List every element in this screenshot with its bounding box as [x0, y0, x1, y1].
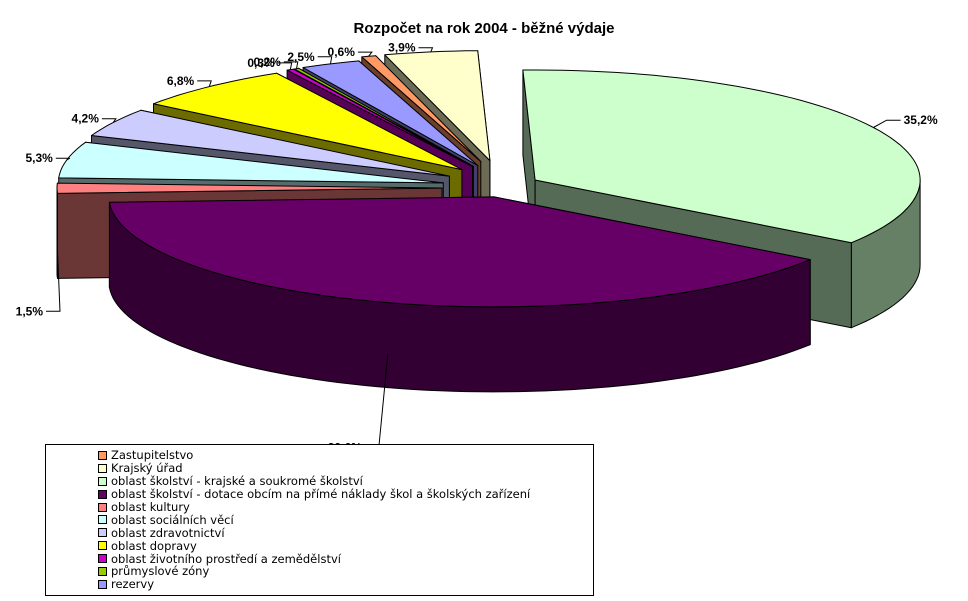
legend-item: oblast kultury — [98, 500, 593, 515]
legend-label: Krajský úřad — [111, 461, 183, 476]
leader-line-4 — [46, 239, 61, 312]
data-label-1: 3,9% — [388, 41, 416, 55]
legend-list: Zastupitelstvo Krajský úřad oblast školstv… — [46, 445, 593, 591]
leader-line-7 — [197, 80, 212, 87]
data-label-4: 1,5% — [16, 304, 44, 318]
legend-swatch — [98, 541, 107, 551]
data-label-8: 0,3% — [247, 56, 275, 70]
legend-item: oblast školství - dotace obcím na přímé … — [98, 487, 593, 502]
data-label-7: 6,8% — [167, 74, 195, 88]
legend-item: Krajský úřad — [98, 461, 593, 476]
legend-label: oblast zdravotnictví — [111, 525, 225, 540]
pie-slice-4-side — [56, 187, 58, 279]
legend-label: oblast školství - krajské a soukromé ško… — [111, 474, 363, 489]
legend-label: průmyslové zóny — [111, 564, 210, 579]
legend-swatch — [98, 502, 107, 512]
legend-item: oblast dopravy — [98, 538, 593, 553]
data-label-0: 0,6% — [328, 45, 356, 59]
pie-slice-3-top — [108, 196, 811, 308]
legend-swatch — [98, 554, 107, 564]
legend-swatch — [98, 566, 107, 576]
data-label-5: 5,3% — [25, 151, 53, 165]
legend-swatch — [98, 579, 107, 589]
data-label-2: 35,2% — [904, 113, 938, 127]
leader-line-2 — [873, 119, 901, 128]
data-label-10: 2,5% — [287, 50, 315, 64]
legend-label: oblast školství - dotace obcím na přímé … — [111, 487, 531, 502]
legend-item: průmyslové zóny — [98, 564, 593, 579]
legend-swatch — [98, 463, 107, 473]
legend-swatch — [98, 515, 107, 525]
legend-item: rezervy — [98, 577, 593, 592]
legend-label: Zastupitelstvo — [111, 448, 194, 463]
legend-label: oblast životního prostředí a zemědělství — [111, 551, 341, 566]
data-label-9: 0,2% — [253, 55, 281, 69]
legend-item: oblast životního prostředí a zemědělství — [98, 551, 593, 566]
leader-line-9 — [283, 61, 299, 69]
legend-item: oblast zdravotnictví — [98, 525, 593, 540]
legend-item: Zastupitelstvo — [98, 448, 593, 463]
data-label-6: 4,2% — [72, 112, 100, 126]
legend-label: oblast kultury — [111, 500, 190, 515]
pie-slice-4-top — [56, 182, 443, 194]
leader-line-1 — [418, 47, 434, 53]
legend-item: oblast školství - krajské a soukromé ško… — [98, 474, 593, 489]
pie-data-labels: 0,6%3,9%35,2%39,6%1,5%5,3%4,2%6,8%0,3%0,… — [16, 41, 938, 455]
legend-item: oblast sociálních věcí — [98, 512, 593, 527]
chart-legend: Zastupitelstvo Krajský úřad oblast školstv… — [45, 444, 594, 596]
leader-line-10 — [317, 56, 333, 64]
leader-line-0 — [357, 51, 373, 57]
legend-label: rezervy — [111, 577, 155, 592]
legend-label: oblast dopravy — [111, 538, 197, 553]
legend-swatch — [98, 450, 107, 460]
leader-line-6 — [101, 118, 117, 123]
legend-swatch — [98, 528, 107, 538]
chart-title: Rozpočet na rok 2004 - běžné výdaje — [353, 20, 615, 37]
legend-swatch — [98, 489, 107, 499]
leader-line-5 — [55, 157, 71, 161]
pie-slices — [56, 50, 921, 393]
leader-line-8 — [277, 62, 293, 70]
legend-label: oblast sociálních věcí — [111, 512, 234, 527]
legend-swatch — [98, 476, 107, 486]
